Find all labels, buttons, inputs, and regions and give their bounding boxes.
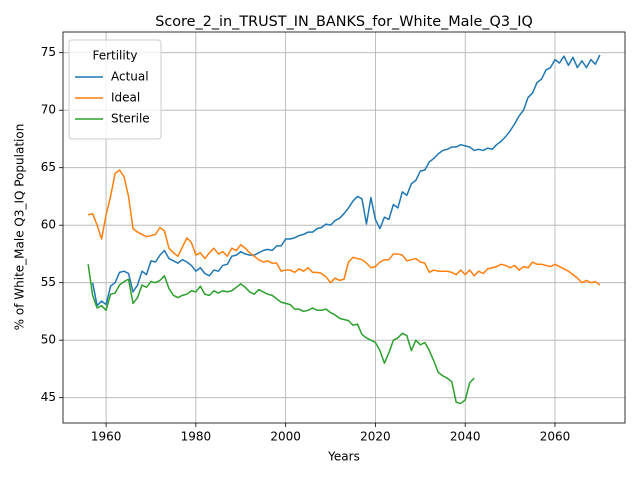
legend-label: Ideal: [111, 91, 140, 105]
y-tick-label: 60: [41, 218, 56, 232]
legend-label: Actual: [111, 70, 149, 84]
y-tick-label: 45: [41, 390, 56, 404]
legend-title: Fertility: [92, 49, 137, 63]
x-tick-label: 2020: [360, 430, 391, 444]
x-axis-label: Years: [327, 450, 360, 464]
x-tick-label: 2000: [270, 430, 301, 444]
y-tick-label: 55: [41, 275, 56, 289]
legend-box: [68, 39, 162, 140]
series-line: [87, 264, 475, 405]
series-line: [87, 169, 601, 286]
legend: Fertility Actual Ideal Sterile: [68, 39, 162, 140]
y-tick-label: 70: [41, 103, 56, 117]
x-tick-label: 2040: [450, 430, 481, 444]
series-line: [91, 54, 601, 307]
legend-label: Sterile: [111, 112, 150, 126]
x-tick-label: 1960: [91, 430, 122, 444]
y-tick-label: 65: [41, 160, 56, 174]
y-tick-label: 50: [41, 333, 56, 347]
x-tick-label: 2060: [540, 430, 571, 444]
chart-title: Score_2_in_TRUST_IN_BANKS_for_White_Male…: [155, 14, 533, 30]
x-tick-label: 1980: [181, 430, 212, 444]
axes-frame: [62, 31, 626, 424]
lines: [87, 54, 601, 405]
y-axis-label: % of White_Male Q3_IQ Population: [13, 124, 27, 331]
y-tick-label: 75: [41, 45, 56, 59]
